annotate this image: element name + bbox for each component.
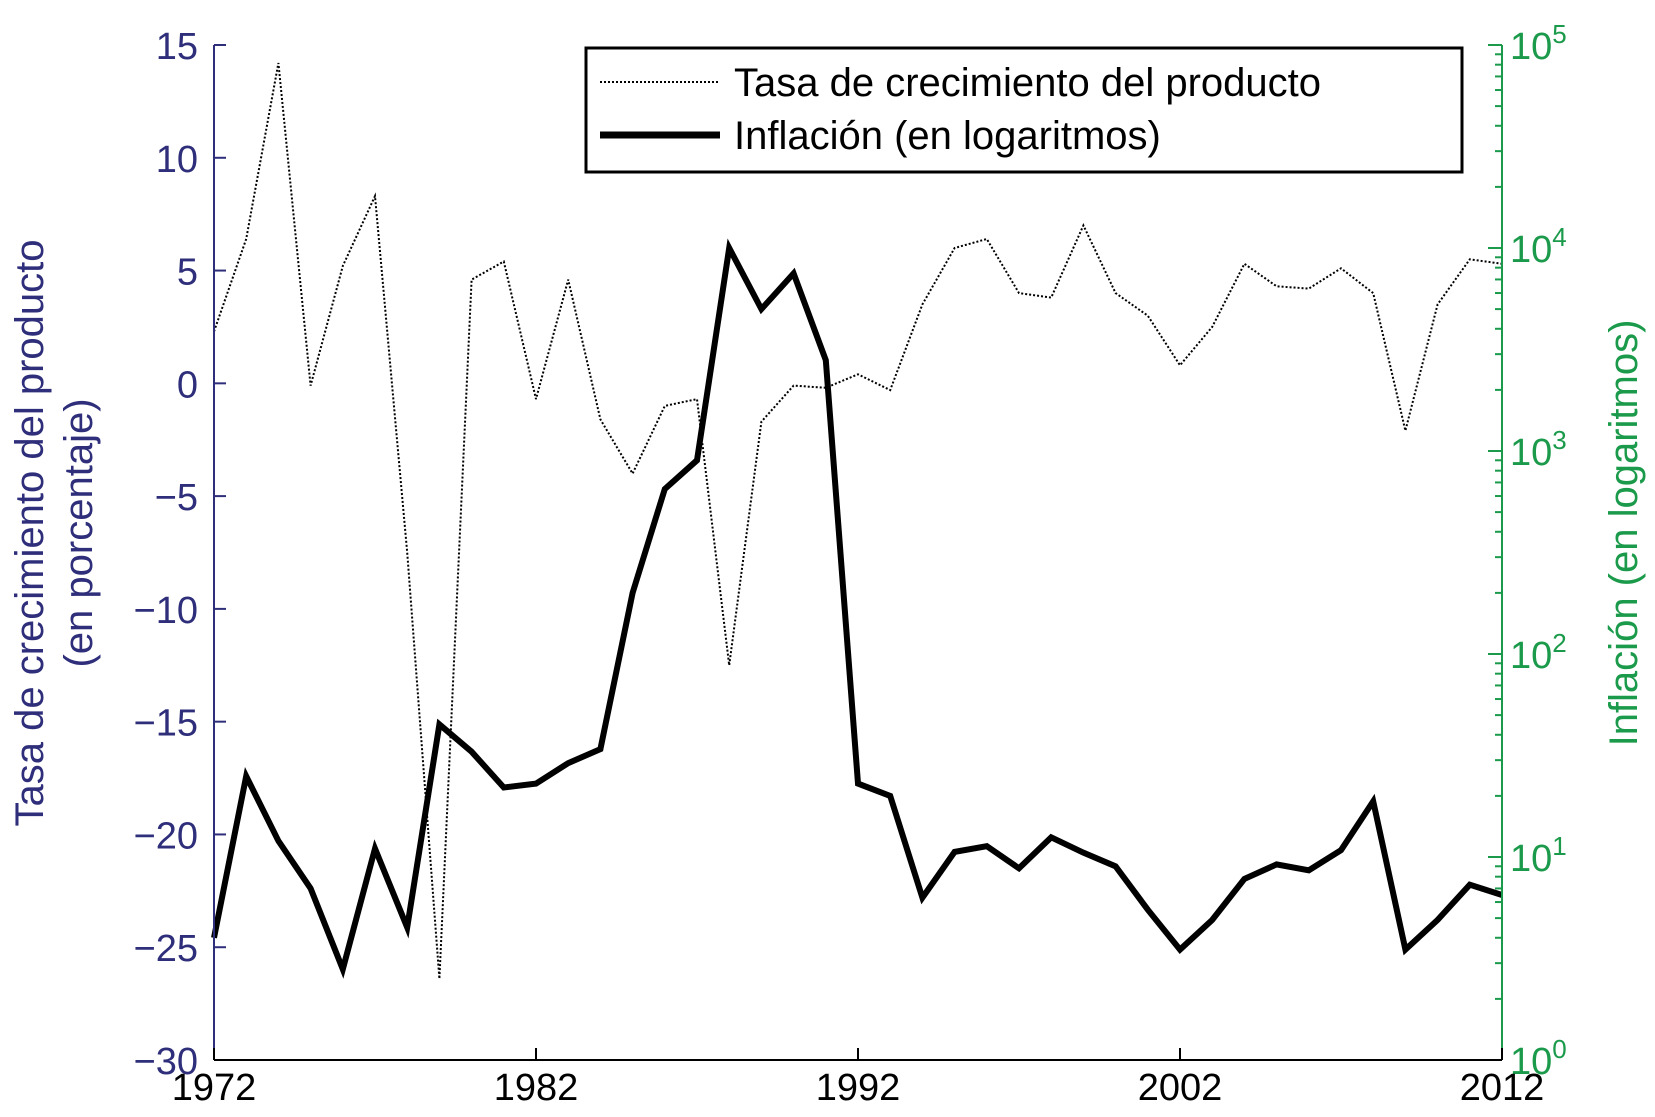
series-growth-line	[213, 62, 1503, 979]
right-tick-exponent: 4	[1552, 222, 1566, 252]
left-tick-label: 10	[156, 139, 198, 181]
left-tick-label: −5	[155, 477, 198, 519]
legend-label-growth: Tasa de crecimiento del producto	[734, 61, 1321, 105]
left-tick-label: −10	[134, 590, 198, 632]
left-axis-title-line-2: (en porcentaje)	[57, 398, 101, 667]
left-tick-label: 0	[177, 364, 198, 406]
left-tick-label: −20	[134, 815, 198, 857]
right-tick-exponent: 5	[1552, 19, 1566, 49]
left-axis-title-line-1: Tasa de crecimiento del producto	[8, 240, 52, 827]
x-tick-label: 2002	[1138, 1067, 1223, 1109]
plot-frame	[214, 45, 1502, 1060]
x-tick-label: 2012	[1460, 1067, 1545, 1109]
left-y-axis: 15 10 5 0 −5 −10 −15 −20 −25 −30	[134, 26, 226, 1083]
x-axis: 1972 1982 1992 2002 2012	[172, 1048, 1545, 1109]
legend: Tasa de crecimiento del producto Inflaci…	[584, 46, 1464, 174]
series-inflation-line	[211, 238, 1503, 979]
x-tick-label: 1972	[172, 1067, 257, 1109]
left-tick-label: −25	[134, 928, 198, 970]
right-tick-exponent: 2	[1552, 628, 1566, 658]
right-tick-label: 104	[1510, 222, 1567, 271]
legend-box	[584, 46, 1464, 174]
right-tick-exponent: 0	[1552, 1034, 1566, 1064]
plot-area	[214, 45, 1502, 1060]
right-tick-label: 101	[1510, 831, 1567, 880]
left-tick-label: 5	[177, 252, 198, 294]
right-axis-title: Inflación (en logaritmos)	[1602, 320, 1646, 747]
right-tick-label: 103	[1510, 425, 1567, 474]
left-tick-label: −30	[134, 1041, 198, 1083]
x-tick-label: 1982	[494, 1067, 579, 1109]
right-tick-exponent: 3	[1552, 425, 1566, 455]
right-tick-exponent: 1	[1552, 831, 1566, 861]
left-tick-label: 15	[156, 26, 198, 68]
x-tick-label: 1992	[816, 1067, 901, 1109]
right-tick-label: 102	[1510, 628, 1567, 677]
right-tick-label: 105	[1510, 19, 1567, 68]
legend-label-inflation: Inflación (en logaritmos)	[734, 114, 1161, 158]
series-layer	[211, 62, 1503, 979]
left-tick-label: −15	[134, 703, 198, 745]
right-tick-label: 100	[1510, 1034, 1567, 1083]
